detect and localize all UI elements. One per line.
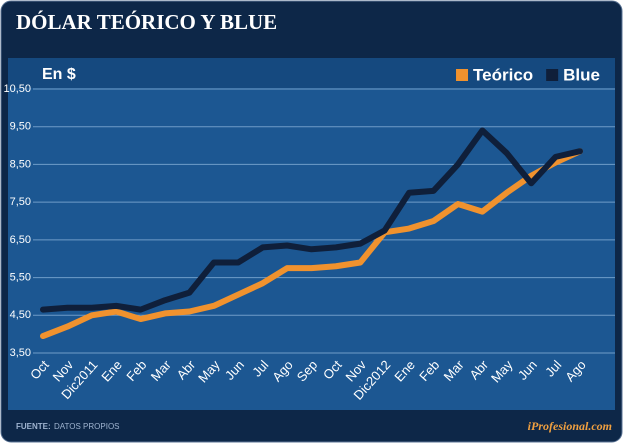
unit-label: En $	[42, 66, 76, 83]
y-tick-label: 3,50	[10, 347, 31, 359]
source-label: FUENTE:	[16, 422, 51, 431]
legend-label: Teórico	[473, 65, 533, 84]
y-tick-label: 5,50	[10, 271, 31, 283]
y-tick-label: 9,50	[10, 121, 31, 133]
y-tick-label: 10,50	[3, 83, 31, 95]
legend-label: Blue	[563, 65, 600, 84]
header-band	[8, 58, 615, 88]
y-tick-label: 6,50	[10, 234, 31, 246]
y-tick-label: 8,50	[10, 158, 31, 170]
legend-swatch	[456, 69, 469, 81]
chart-title: DÓLAR TEÓRICO Y BLUE	[16, 10, 277, 34]
plot: 3,504,505,506,507,508,509,5010,50OctNovD…	[3, 65, 615, 403]
series-line	[40, 127, 583, 313]
y-tick-label: 4,50	[10, 309, 31, 321]
legend-swatch	[546, 69, 559, 81]
brand: iProfesional.com	[528, 419, 612, 433]
series-line	[40, 148, 583, 340]
y-tick-label: 7,50	[10, 196, 31, 208]
plot-panel	[8, 58, 615, 410]
source: DATOS PROPIOS	[54, 422, 120, 431]
